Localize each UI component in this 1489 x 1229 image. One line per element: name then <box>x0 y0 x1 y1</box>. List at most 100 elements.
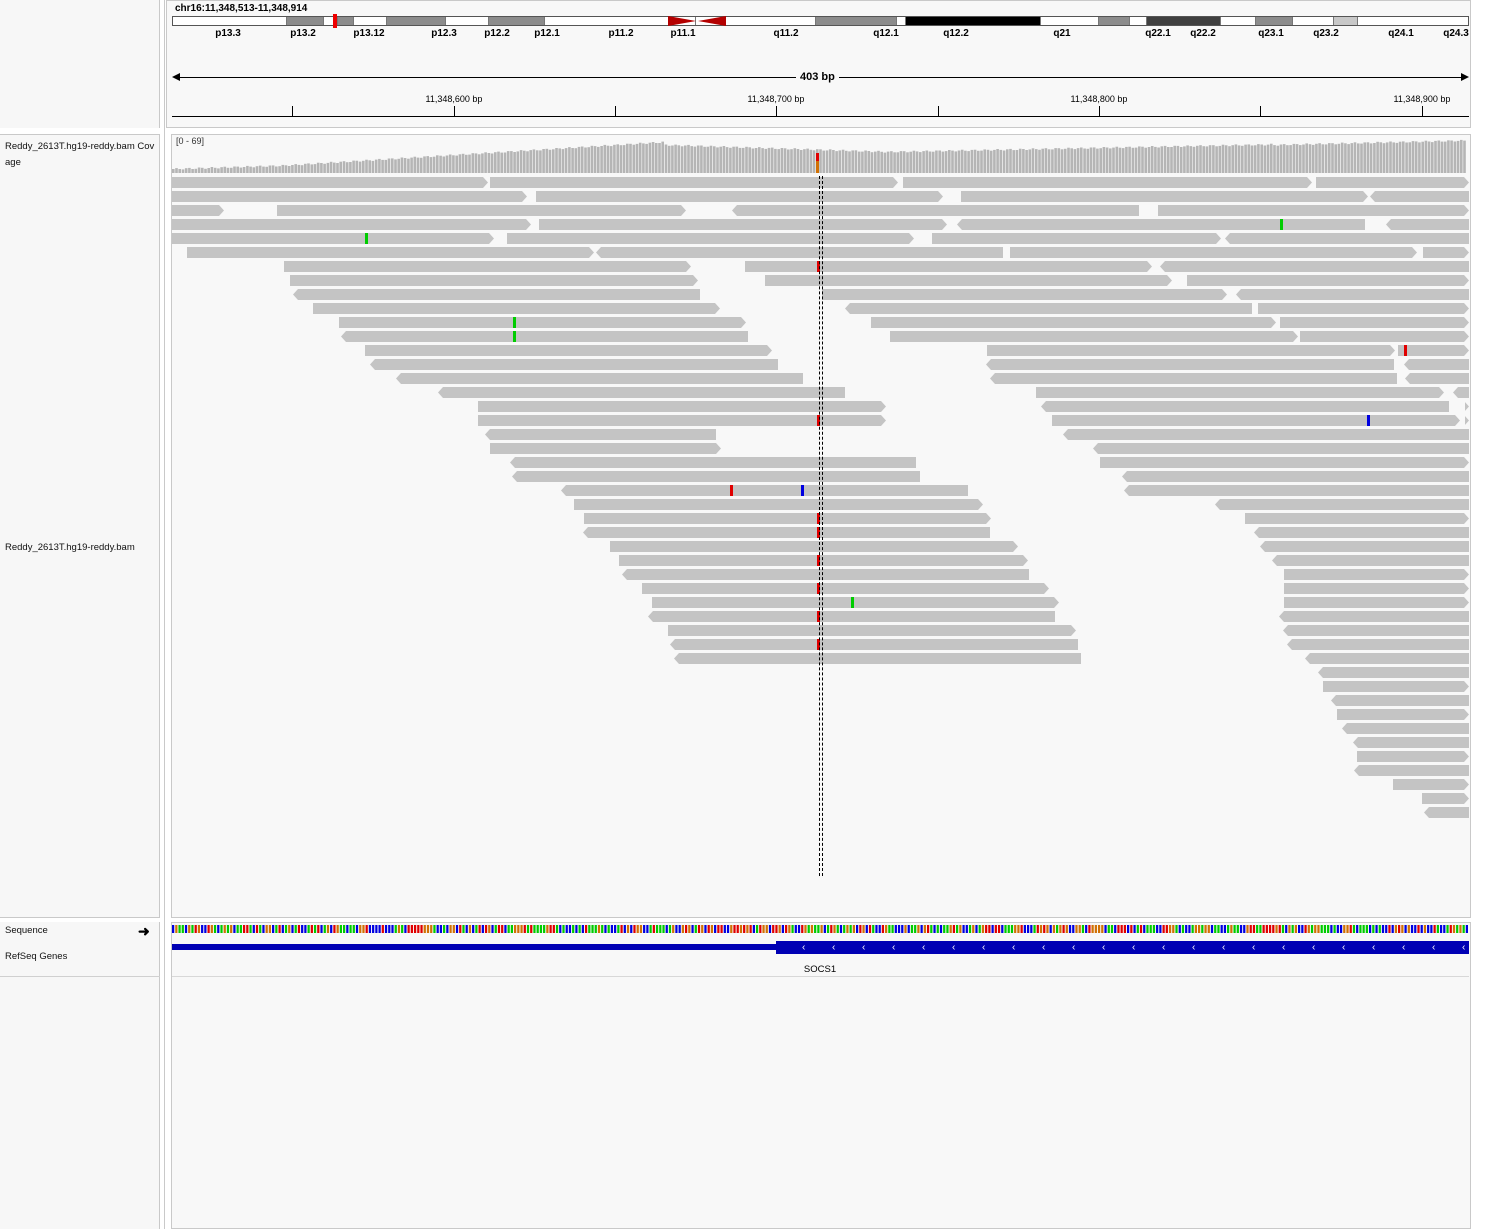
aligned-read[interactable] <box>1386 219 1469 230</box>
ideogram-band-q24.1[interactable] <box>1292 17 1333 25</box>
aligned-read[interactable] <box>1158 205 1469 216</box>
aligned-read[interactable] <box>172 233 494 244</box>
aligned-read[interactable] <box>1284 597 1469 608</box>
aligned-read[interactable] <box>1465 415 1469 426</box>
aligned-read[interactable] <box>1331 695 1469 706</box>
aligned-read[interactable] <box>1342 723 1469 734</box>
aligned-read[interactable] <box>986 359 1394 370</box>
aligned-read[interactable] <box>642 583 1049 594</box>
aligned-read[interactable] <box>172 219 531 230</box>
aligned-read[interactable] <box>1280 317 1469 328</box>
aligned-read[interactable] <box>668 625 1076 636</box>
aligned-read[interactable] <box>932 233 1221 244</box>
aligned-read[interactable] <box>1465 401 1469 412</box>
aligned-read[interactable] <box>396 373 803 384</box>
aligned-read[interactable] <box>512 471 920 482</box>
ideogram-band-q22.2[interactable] <box>1098 17 1129 25</box>
alignment-reads[interactable] <box>172 174 1469 884</box>
aligned-read[interactable] <box>1254 527 1469 538</box>
aligned-read[interactable] <box>990 373 1397 384</box>
aligned-read[interactable] <box>1010 247 1417 258</box>
aligned-read[interactable] <box>1354 765 1469 776</box>
aligned-read[interactable] <box>1122 471 1469 482</box>
aligned-read[interactable] <box>1353 737 1469 748</box>
chromosome-ideogram[interactable] <box>172 16 1469 26</box>
aligned-read[interactable] <box>1422 793 1469 804</box>
aligned-read[interactable] <box>1337 709 1469 720</box>
aligned-read[interactable] <box>187 247 594 258</box>
aligned-read[interactable] <box>1284 569 1469 580</box>
sequence-track[interactable] <box>172 925 1469 933</box>
coverage-track-name-line2[interactable]: age <box>5 157 21 168</box>
aligned-read[interactable] <box>1404 359 1469 370</box>
aligned-read[interactable] <box>1453 387 1469 398</box>
aligned-read[interactable] <box>536 191 943 202</box>
aligned-read[interactable] <box>765 275 1172 286</box>
aligned-read[interactable] <box>1405 373 1469 384</box>
aligned-read[interactable] <box>1160 261 1469 272</box>
sequence-track-name[interactable]: Sequence <box>5 925 48 936</box>
aligned-read[interactable] <box>341 331 748 342</box>
aligned-read[interactable] <box>1393 779 1469 790</box>
aligned-read[interactable] <box>1187 275 1469 286</box>
aligned-read[interactable] <box>1093 443 1469 454</box>
aligned-read[interactable] <box>1100 457 1469 468</box>
aligned-read[interactable] <box>313 303 720 314</box>
refseq-genes-track-name[interactable]: RefSeq Genes <box>5 951 68 962</box>
aligned-read[interactable] <box>619 555 1028 566</box>
aligned-read[interactable] <box>290 275 698 286</box>
ideogram-band-q13[interactable] <box>896 17 905 25</box>
aligned-read[interactable] <box>172 177 488 188</box>
aligned-read[interactable] <box>172 191 527 202</box>
aligned-read[interactable] <box>1300 331 1469 342</box>
ideogram-band-q12.2[interactable] <box>815 17 896 25</box>
aligned-read[interactable] <box>1279 611 1469 622</box>
ideogram-band-q24.2[interactable] <box>1333 17 1357 25</box>
aligned-read[interactable] <box>674 653 1081 664</box>
aligned-read[interactable] <box>745 261 1152 272</box>
ideogram-band-p11.2[interactable] <box>544 17 637 25</box>
aligned-read[interactable] <box>510 457 916 468</box>
ideogram-band-p12.3[interactable] <box>386 17 445 25</box>
gene-exon[interactable] <box>776 941 1469 954</box>
aligned-read[interactable] <box>1423 247 1469 258</box>
aligned-read[interactable] <box>890 331 1298 342</box>
aligned-read[interactable] <box>1063 429 1469 440</box>
aligned-read[interactable] <box>1236 289 1469 300</box>
ideogram-band-q21[interactable] <box>905 17 1040 25</box>
alignment-track-name[interactable]: Reddy_2613T.hg19-reddy.bam <box>5 542 135 553</box>
current-region-marker[interactable] <box>333 14 337 28</box>
aligned-read[interactable] <box>1225 233 1469 244</box>
ideogram-band-p12.1[interactable] <box>488 17 544 25</box>
ideogram-band-q23.2[interactable] <box>1220 17 1255 25</box>
gene-intron-line[interactable] <box>172 944 776 950</box>
aligned-read[interactable] <box>1215 499 1469 510</box>
aligned-read[interactable] <box>1305 653 1469 664</box>
aligned-read[interactable] <box>490 443 721 454</box>
aligned-read[interactable] <box>822 289 1227 300</box>
aligned-read[interactable] <box>1260 541 1469 552</box>
aligned-read[interactable] <box>490 177 898 188</box>
aligned-read[interactable] <box>1052 415 1460 426</box>
aligned-read[interactable] <box>871 317 1276 328</box>
aligned-read[interactable] <box>957 219 1365 230</box>
aligned-read[interactable] <box>438 387 845 398</box>
aligned-read[interactable] <box>539 219 947 230</box>
aligned-read[interactable] <box>583 527 990 538</box>
ideogram-band-p13.11[interactable] <box>353 17 386 25</box>
ideogram-band-p12.2[interactable] <box>445 17 488 25</box>
aligned-read[interactable] <box>574 499 983 510</box>
aligned-read[interactable] <box>845 303 1252 314</box>
aligned-read[interactable] <box>732 205 1139 216</box>
aligned-read[interactable] <box>1036 387 1444 398</box>
gene-name-label[interactable]: SOCS1 <box>803 964 837 975</box>
aligned-read[interactable] <box>1424 807 1469 818</box>
aligned-read[interactable] <box>648 611 1055 622</box>
aligned-read[interactable] <box>1258 303 1469 314</box>
panel-divider[interactable] <box>164 0 165 1229</box>
aligned-read[interactable] <box>284 261 691 272</box>
aligned-read[interactable] <box>561 485 968 496</box>
aligned-read[interactable] <box>1283 625 1469 636</box>
coverage-track[interactable] <box>172 135 1469 173</box>
aligned-read[interactable] <box>1316 177 1469 188</box>
